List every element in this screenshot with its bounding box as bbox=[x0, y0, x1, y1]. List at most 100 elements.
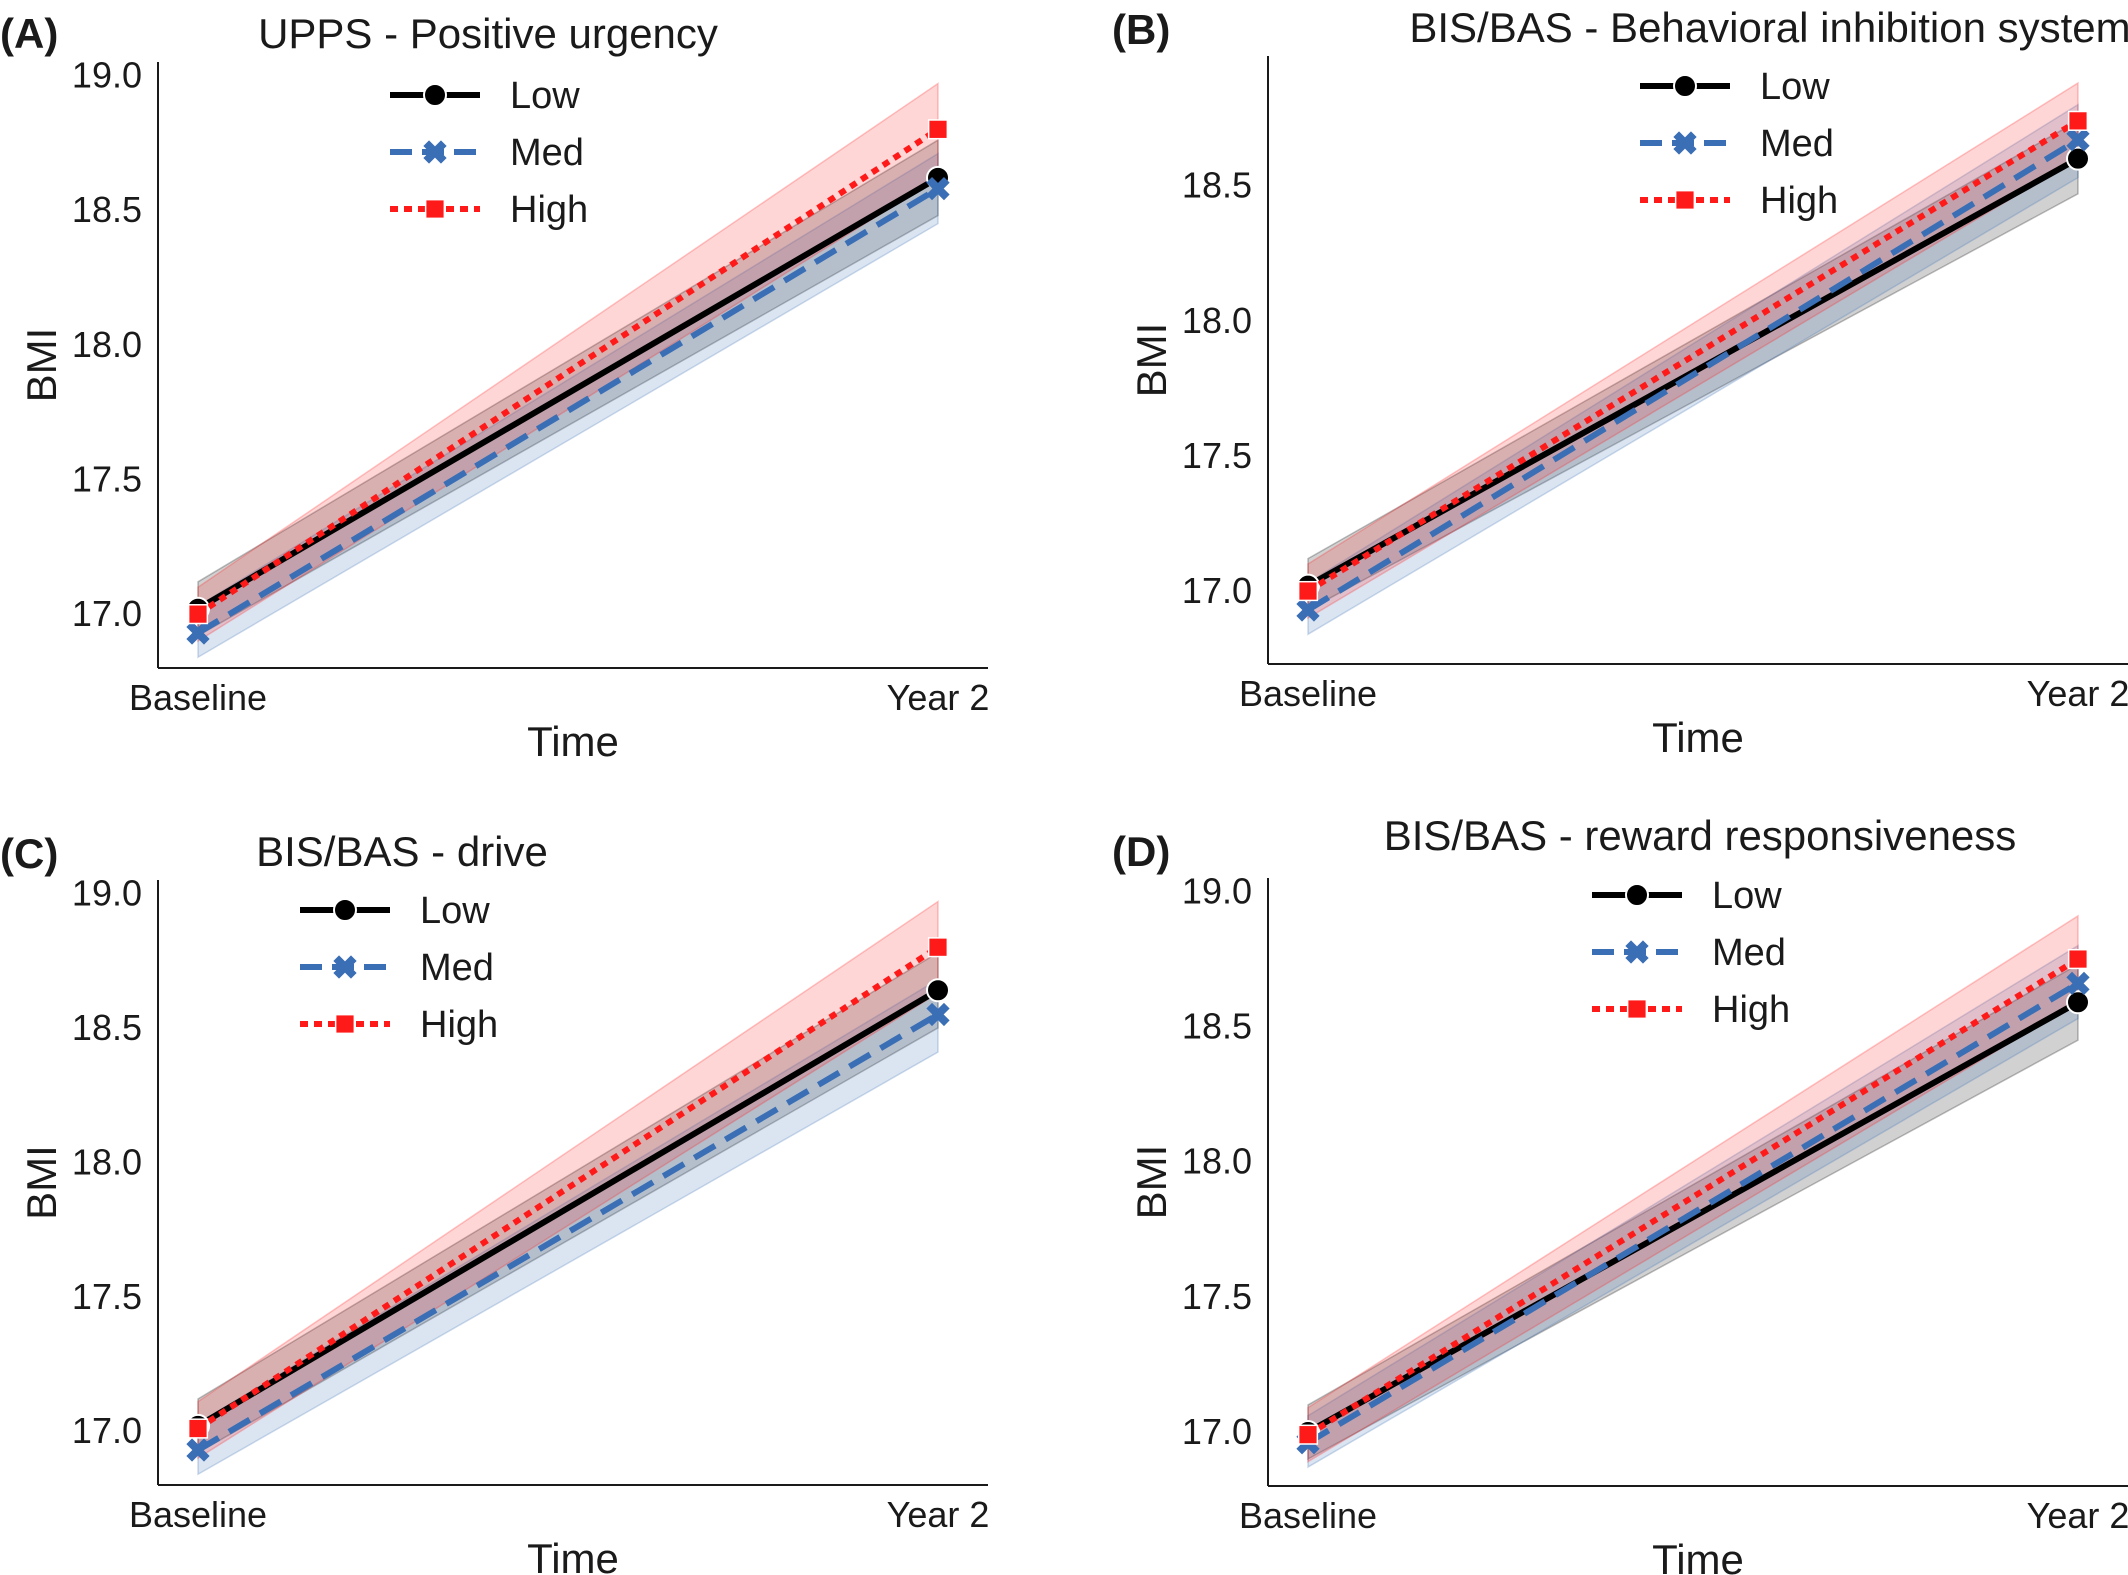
panel-letter: (B) bbox=[1112, 6, 1170, 53]
data-point-med bbox=[2066, 128, 2090, 152]
data-point-med bbox=[1296, 598, 1320, 622]
y-tick-label: 17.5 bbox=[1182, 1276, 1252, 1317]
legend-marker-high bbox=[424, 198, 446, 220]
legend-marker-high bbox=[1626, 998, 1648, 1020]
data-point-high bbox=[1297, 580, 1319, 602]
panel-d: 17.0 17.5 18.0 18.5 19.0 Baseline Year 2 Time BM… bbox=[1112, 812, 2128, 1575]
y-axis-label: BMI bbox=[18, 1145, 65, 1220]
legend-marker-low bbox=[423, 83, 447, 107]
ci-band-med bbox=[197, 152, 939, 659]
y-tick-label: 17.0 bbox=[1182, 1411, 1252, 1452]
x-axis-label: Time bbox=[1652, 714, 1744, 761]
y-tick-label: 18.5 bbox=[72, 189, 142, 230]
legend-marker-med bbox=[423, 140, 447, 164]
x-tick-label: Year 2 bbox=[887, 1494, 990, 1535]
legend-marker-low bbox=[333, 898, 357, 922]
legend-marker-low bbox=[1673, 74, 1697, 98]
panel-c: 17.0 17.5 18.0 18.5 19.0 Baseline Year 2 Time BM… bbox=[0, 828, 989, 1575]
ci-band-high bbox=[197, 900, 939, 1460]
legend-marker-med bbox=[333, 955, 357, 979]
y-tick-label: 18.5 bbox=[1182, 1006, 1252, 1047]
ci-band-high bbox=[1307, 81, 2079, 620]
series-line-low bbox=[1306, 999, 2080, 1435]
y-axis-label: BMI bbox=[1128, 323, 1175, 398]
legend-marker-high bbox=[1674, 189, 1696, 211]
y-axis-label: BMI bbox=[18, 328, 65, 403]
data-point-high bbox=[187, 604, 209, 625]
series-line-med bbox=[1306, 137, 2080, 613]
data-point-low bbox=[2066, 146, 2090, 171]
legend-label-med: Med bbox=[420, 947, 494, 989]
x-tick-label: Year 2 bbox=[887, 677, 990, 718]
legend: Low Med High bbox=[390, 75, 588, 231]
data-point-med bbox=[186, 1438, 210, 1462]
data-point-med bbox=[186, 621, 210, 645]
series-line-med bbox=[1306, 980, 2080, 1446]
legend-label-med: Med bbox=[1760, 123, 1834, 165]
series-line-low bbox=[196, 175, 940, 612]
data-point-med bbox=[926, 1002, 950, 1027]
legend-label-low: Low bbox=[1760, 66, 1830, 108]
data-point-low bbox=[2066, 990, 2090, 1015]
y-tick-label: 18.5 bbox=[1182, 165, 1252, 206]
legend-label-med: Med bbox=[1712, 932, 1786, 974]
panel-title: BIS/BAS - reward responsiveness bbox=[1384, 812, 2017, 859]
legend-marker-high bbox=[334, 1013, 356, 1035]
panel-title: BIS/BAS - drive bbox=[256, 828, 548, 875]
data-point-high bbox=[2067, 110, 2089, 131]
y-tick-label: 17.5 bbox=[72, 458, 142, 499]
data-point-med bbox=[2066, 971, 2090, 996]
legend-label-low: Low bbox=[1712, 875, 1782, 917]
legend-label-high: High bbox=[1760, 180, 1838, 222]
x-axis-label: Time bbox=[1652, 1536, 1744, 1575]
legend-label-med: Med bbox=[510, 132, 584, 174]
data-point-high bbox=[187, 1418, 209, 1439]
series-line-low bbox=[196, 987, 940, 1429]
panel-b: 17.0 17.5 18.0 18.5 Baseline Year 2 Time BMI (B)… bbox=[1112, 4, 2128, 761]
series-line-high bbox=[196, 944, 940, 1432]
y-tick-label: 19.0 bbox=[72, 872, 142, 913]
legend-marker-low bbox=[1625, 883, 1649, 907]
panel-title: UPPS - Positive urgency bbox=[258, 10, 718, 57]
ci-band-high bbox=[1307, 914, 2079, 1464]
ci-band-med bbox=[197, 978, 939, 1476]
legend: Low Med High bbox=[1592, 875, 1790, 1031]
x-tick-label: Baseline bbox=[129, 1494, 267, 1535]
panel-a: 17.0 17.5 18.0 18.5 19.0 Baseline Year 2 Time BM… bbox=[0, 10, 989, 765]
x-tick-label: Baseline bbox=[1239, 1495, 1377, 1536]
y-tick-label: 19.0 bbox=[72, 54, 142, 95]
y-tick-label: 18.5 bbox=[72, 1007, 142, 1048]
legend-marker-med bbox=[1673, 131, 1697, 155]
y-tick-label: 19.0 bbox=[1182, 871, 1252, 912]
y-tick-label: 18.0 bbox=[1182, 300, 1252, 341]
series-line-high bbox=[196, 126, 940, 617]
legend-label-high: High bbox=[420, 1004, 498, 1046]
legend-label-low: Low bbox=[420, 890, 490, 932]
x-axis-label: Time bbox=[527, 1535, 619, 1575]
data-point-high bbox=[1297, 1424, 1319, 1445]
x-tick-label: Year 2 bbox=[2027, 673, 2128, 714]
panel-title: BIS/BAS - Behavioral inhibition system bbox=[1409, 4, 2128, 51]
legend-label-high: High bbox=[1712, 989, 1790, 1031]
y-tick-label: 17.5 bbox=[1182, 435, 1252, 476]
data-point-high bbox=[2067, 948, 2089, 970]
y-tick-label: 18.0 bbox=[72, 1141, 142, 1182]
data-point-med bbox=[926, 176, 950, 201]
y-tick-label: 17.0 bbox=[1182, 570, 1252, 611]
y-axis-label: BMI bbox=[1128, 1145, 1175, 1220]
x-tick-label: Year 2 bbox=[2027, 1495, 2128, 1536]
legend-label-high: High bbox=[510, 189, 588, 231]
data-point-high bbox=[927, 937, 949, 958]
legend-marker-med bbox=[1625, 940, 1649, 964]
x-axis-label: Time bbox=[527, 718, 619, 765]
legend: Low Med High bbox=[300, 890, 498, 1046]
legend: Low Med High bbox=[1640, 66, 1838, 222]
data-point-low bbox=[926, 978, 950, 1003]
panel-letter: (C) bbox=[0, 830, 58, 877]
y-tick-label: 17.5 bbox=[72, 1276, 142, 1317]
legend-label-low: Low bbox=[510, 75, 580, 117]
y-tick-label: 18.0 bbox=[72, 324, 142, 365]
y-tick-label: 18.0 bbox=[1182, 1141, 1252, 1182]
x-tick-label: Baseline bbox=[1239, 673, 1377, 714]
